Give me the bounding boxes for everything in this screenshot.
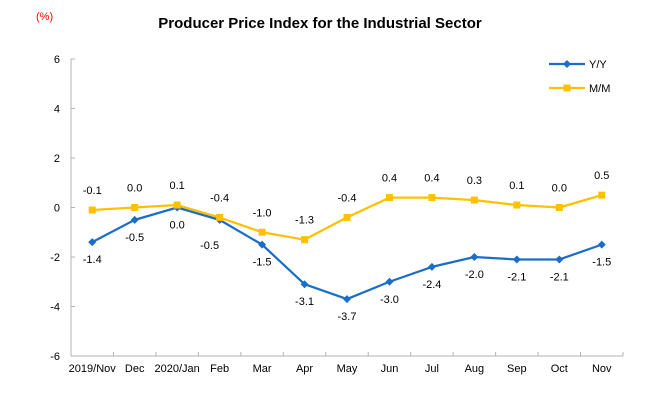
legend-label: Y/Y — [589, 59, 607, 71]
data-label: 0.5 — [594, 170, 609, 182]
x-axis-label: Mar — [253, 363, 272, 375]
y-tick-label: 6 — [54, 54, 60, 66]
x-axis-label: Oct — [551, 363, 568, 375]
x-axis-label: Jul — [425, 363, 439, 375]
marker-diamond — [512, 255, 521, 264]
data-label: 0.1 — [509, 180, 524, 192]
marker-square — [470, 196, 478, 204]
data-label: -0.5 — [200, 240, 219, 252]
data-label: -0.4 — [338, 192, 357, 204]
data-label: -1.4 — [83, 254, 102, 266]
marker-diamond — [555, 255, 564, 264]
data-label: -0.5 — [125, 232, 144, 244]
x-axis-label: Apr — [296, 363, 313, 375]
marker-square — [258, 228, 266, 236]
marker-square — [173, 201, 181, 209]
x-axis-label: Feb — [210, 363, 229, 375]
marker-diamond — [597, 240, 606, 249]
marker-diamond — [300, 280, 309, 289]
data-label: 0.0 — [127, 183, 142, 195]
x-axis-label: 2020/Jan — [155, 363, 200, 375]
data-label: -1.5 — [253, 257, 272, 269]
marker-diamond — [385, 277, 394, 286]
data-label: 0.3 — [467, 175, 482, 187]
marker-square — [301, 236, 309, 244]
marker-square — [598, 191, 606, 199]
marker-diamond — [343, 295, 351, 304]
data-label: -2.4 — [422, 279, 441, 291]
y-tick-label: 2 — [54, 153, 60, 165]
marker-square — [131, 204, 139, 211]
legend-label: M/M — [589, 83, 610, 95]
marker-square — [385, 194, 393, 202]
y-tick-label: -4 — [50, 302, 60, 314]
y-tick-label: -6 — [50, 351, 60, 363]
marker-square — [428, 194, 436, 202]
x-axis-label: Jun — [381, 363, 399, 375]
data-label: -1.3 — [295, 215, 314, 227]
data-label: -3.1 — [295, 296, 314, 308]
marker-diamond — [258, 240, 267, 249]
chart-title: Producer Price Index for the Industrial … — [158, 15, 482, 32]
marker-diamond — [88, 238, 97, 247]
marker-diamond — [130, 215, 139, 224]
data-label: -0.4 — [210, 192, 229, 204]
marker-diamond — [427, 262, 436, 271]
data-label: -1.0 — [253, 207, 272, 219]
data-label: -2.1 — [507, 271, 526, 283]
x-axis-label: Sep — [507, 363, 527, 375]
marker-square — [216, 213, 224, 221]
x-axis-label: 2019/Nov — [69, 363, 117, 375]
y-tick-label: -2 — [50, 252, 60, 264]
data-label: -2.0 — [465, 269, 484, 281]
x-axis-label: May — [337, 363, 358, 375]
legend-marker-diamond — [563, 60, 571, 68]
data-label: 0.0 — [552, 183, 567, 195]
data-label: 0.1 — [170, 180, 185, 192]
data-label: -3.0 — [380, 294, 399, 306]
data-label: -2.1 — [550, 271, 569, 283]
marker-diamond — [470, 253, 479, 261]
marker-square — [88, 206, 96, 214]
data-label: 0.4 — [382, 173, 397, 185]
marker-square — [343, 213, 351, 221]
data-label: 0.0 — [170, 220, 185, 232]
marker-square — [513, 201, 521, 209]
x-axis-label: Nov — [592, 363, 612, 375]
legend-marker-square — [563, 84, 571, 92]
data-label: -1.5 — [592, 257, 611, 269]
data-label: -3.7 — [338, 311, 357, 323]
y-tick-label: 0 — [54, 203, 60, 215]
x-axis-label: Dec — [125, 363, 145, 375]
marker-square — [555, 204, 563, 211]
data-label: -0.1 — [83, 185, 102, 197]
y-tick-label: 4 — [54, 104, 60, 116]
data-label: 0.4 — [424, 173, 439, 185]
unit-label: (%) — [36, 11, 53, 23]
x-axis-label: Aug — [465, 363, 485, 375]
